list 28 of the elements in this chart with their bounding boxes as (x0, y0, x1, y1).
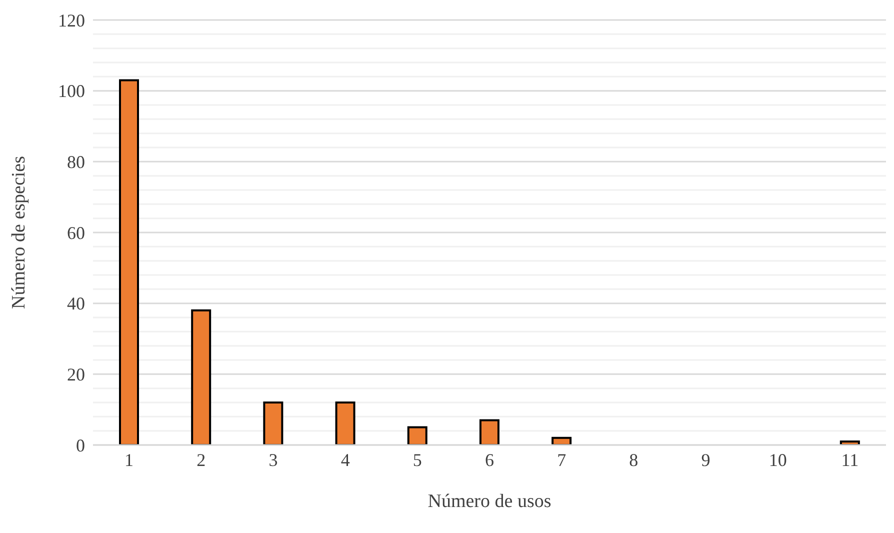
x-tick-label: 7 (557, 450, 566, 470)
x-tick-label: 8 (629, 450, 638, 470)
x-tick-label: 3 (268, 450, 278, 470)
bar (119, 79, 139, 445)
y-tick-label: 0 (76, 435, 85, 456)
bar (552, 436, 572, 445)
x-axis-title: Número de usos (428, 491, 552, 512)
y-tick-label: 40 (67, 294, 85, 314)
y-tick-label: 120 (58, 10, 85, 30)
x-tick-label: 11 (841, 450, 859, 470)
x-tick-label: 9 (701, 450, 710, 470)
x-tick-label: 6 (485, 450, 494, 470)
x-tick-label: 2 (196, 450, 206, 470)
y-tick-label: 100 (58, 81, 85, 102)
x-tick-label: 5 (412, 450, 422, 470)
y-tick-label: 80 (67, 152, 85, 172)
x-tick-label: 10 (768, 450, 787, 470)
bar (407, 426, 428, 445)
bar (191, 309, 212, 445)
bar (335, 402, 356, 445)
bar (479, 419, 500, 445)
x-tick-label: 4 (340, 450, 350, 470)
bar (263, 402, 284, 445)
x-tick-label: 1 (124, 450, 134, 470)
y-axis-title: Número de especies (8, 156, 30, 309)
y-tick-label: 60 (67, 222, 85, 243)
bar (840, 440, 860, 445)
y-tick-label: 20 (67, 364, 85, 385)
